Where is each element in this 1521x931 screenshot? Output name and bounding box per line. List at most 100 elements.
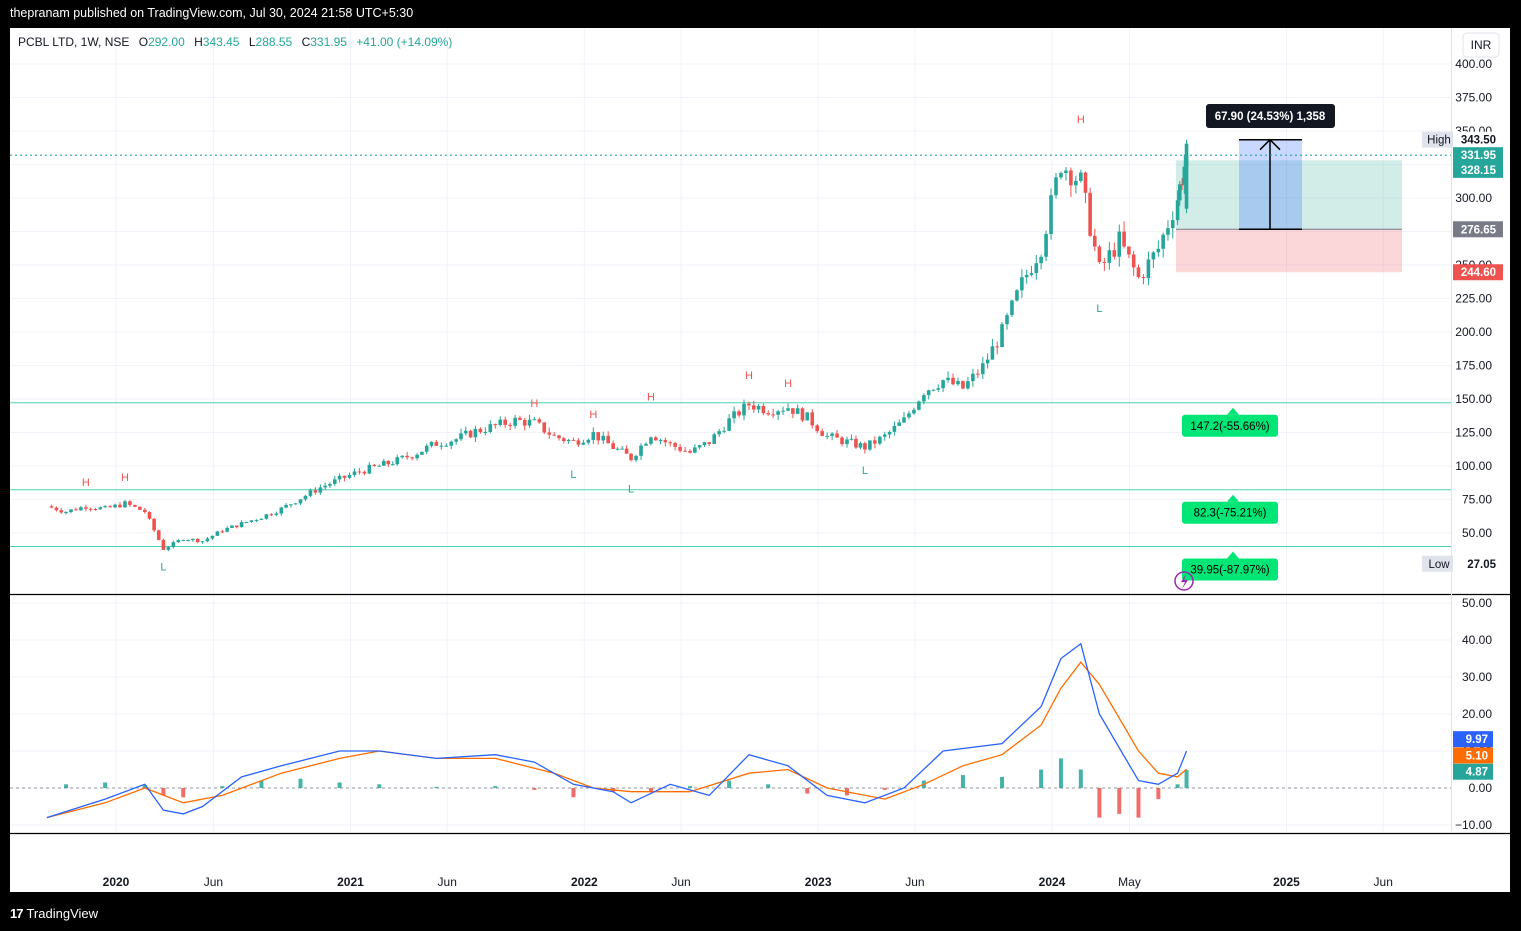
candle-body bbox=[415, 454, 419, 459]
macd-tick-label: −10.00 bbox=[1455, 818, 1492, 832]
pivot-high-label: H bbox=[589, 409, 597, 421]
macd-histogram-bar bbox=[571, 788, 576, 798]
time-tick-label: 2025 bbox=[1273, 875, 1300, 889]
macd-histogram-bar bbox=[727, 780, 732, 788]
candle-body bbox=[922, 395, 926, 402]
candle-body bbox=[981, 363, 985, 375]
candle-body bbox=[195, 538, 200, 543]
last-price-text: 331.95 bbox=[1461, 150, 1497, 162]
candle-body bbox=[620, 448, 624, 450]
candle-body bbox=[936, 388, 941, 390]
candle-body bbox=[318, 487, 323, 493]
candle-body bbox=[956, 381, 960, 385]
candle-body bbox=[191, 538, 195, 541]
candle-body bbox=[156, 530, 161, 540]
time-tick-label: 2024 bbox=[1039, 875, 1066, 889]
candle-body bbox=[1083, 172, 1088, 193]
change-value: +41.00 (+14.09%) bbox=[356, 35, 452, 49]
macd-histogram-bar bbox=[64, 784, 69, 788]
currency-button[interactable] bbox=[1462, 32, 1500, 58]
candle-body bbox=[420, 451, 424, 455]
candle-body bbox=[854, 438, 858, 448]
time-tick-label: Jun bbox=[1374, 875, 1393, 889]
tradingview-logo[interactable]: 17 TradingView bbox=[10, 906, 98, 921]
candle-body bbox=[653, 437, 658, 441]
candle-body bbox=[586, 439, 591, 443]
candle-body bbox=[449, 441, 454, 446]
macd-tick-label: 0.00 bbox=[1469, 781, 1493, 795]
support-label-arrow bbox=[1227, 494, 1239, 502]
signal-value-box bbox=[1453, 747, 1493, 764]
candle-body bbox=[795, 408, 800, 414]
candle-body bbox=[1107, 250, 1112, 263]
candle-body bbox=[532, 419, 537, 421]
candle-body bbox=[79, 507, 83, 511]
candle-body bbox=[985, 359, 990, 364]
candle-body bbox=[498, 419, 503, 425]
candle-body bbox=[503, 419, 507, 425]
candle-body bbox=[634, 455, 638, 461]
stop-price-box bbox=[1453, 264, 1503, 281]
macd-histogram-bar bbox=[766, 784, 771, 788]
footer: 17 TradingView bbox=[0, 896, 1521, 931]
candle-body bbox=[1020, 277, 1024, 291]
pivot-low-label: L bbox=[570, 469, 576, 481]
candle-body bbox=[118, 504, 122, 508]
candle-body bbox=[1044, 234, 1048, 257]
candle-body bbox=[658, 440, 663, 442]
candle-body bbox=[611, 443, 615, 449]
chart-canvas[interactable]: 67.90 (24.53%) 1,358 147.2(-55.66%) 82.3(… bbox=[10, 28, 1510, 892]
candle-body bbox=[781, 410, 785, 412]
candle-body bbox=[424, 445, 429, 452]
price-tick-label: 375.00 bbox=[1455, 91, 1492, 105]
candle-body bbox=[615, 448, 620, 450]
candle-body bbox=[1156, 248, 1161, 253]
candle-body bbox=[508, 424, 512, 426]
candle-body bbox=[367, 464, 372, 474]
candle-body bbox=[601, 435, 606, 441]
candle-body bbox=[488, 424, 493, 432]
high-label-text: High bbox=[1427, 135, 1451, 147]
candle-body bbox=[990, 346, 995, 360]
histogram-value-box bbox=[1453, 763, 1493, 780]
pivot-low-label: L bbox=[1096, 303, 1102, 315]
candle-body bbox=[678, 446, 682, 451]
time-tick-label: Jun bbox=[905, 875, 924, 889]
candle-body bbox=[912, 409, 916, 414]
candle-body bbox=[210, 535, 215, 539]
candle-body bbox=[1175, 200, 1180, 221]
time-tick-label: 2020 bbox=[103, 875, 130, 889]
candle-body bbox=[468, 430, 473, 438]
candle-body bbox=[264, 514, 269, 519]
macd-histogram-bar bbox=[1000, 776, 1005, 788]
price-tick-label: 150.00 bbox=[1455, 392, 1492, 406]
candle-body bbox=[766, 413, 770, 415]
candle-body bbox=[88, 508, 93, 510]
pivot-high-label: H bbox=[82, 477, 90, 489]
candle-body bbox=[395, 457, 400, 465]
price-tick-label: 75.00 bbox=[1462, 493, 1492, 507]
candle-body bbox=[527, 419, 532, 426]
candle-body bbox=[323, 485, 327, 488]
candle-body bbox=[907, 413, 911, 418]
candle-body bbox=[761, 405, 766, 414]
candle-body bbox=[791, 408, 795, 414]
candle-body bbox=[152, 518, 156, 531]
candle-body bbox=[902, 417, 906, 423]
candle-body bbox=[840, 437, 844, 445]
candle-body bbox=[805, 412, 810, 421]
candle-body bbox=[892, 425, 897, 432]
pivot-low-label: L bbox=[628, 484, 634, 496]
candle-body bbox=[697, 445, 702, 448]
candle-body bbox=[1151, 252, 1156, 260]
macd-histogram-bar bbox=[648, 788, 653, 792]
candle-body bbox=[347, 474, 352, 478]
candle-body bbox=[1136, 267, 1141, 278]
candle-body bbox=[64, 512, 68, 514]
candle-body bbox=[941, 380, 945, 389]
candle-body bbox=[946, 377, 950, 381]
candle-body bbox=[342, 475, 347, 478]
low-label-box bbox=[1422, 555, 1457, 572]
